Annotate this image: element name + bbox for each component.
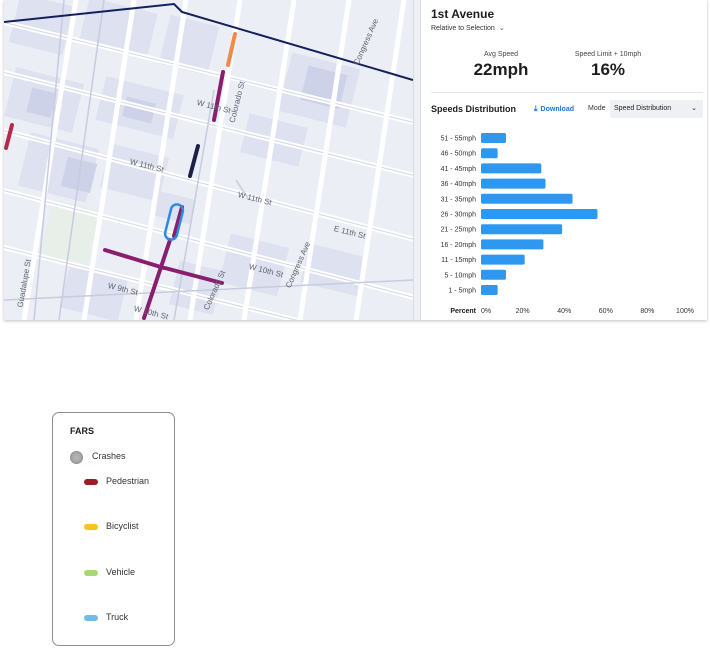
legend-label: Crashes (92, 451, 126, 461)
selected-segment (163, 203, 185, 241)
distribution-title: Speeds Distribution (431, 104, 517, 114)
legend-item-pedestrian[interactable]: Pedestrian (53, 475, 173, 491)
speed-bar[interactable] (481, 178, 546, 189)
pedestrian-swatch (84, 479, 98, 485)
category-label: 41 - 45mph (441, 166, 477, 173)
category-label: 26 - 30mph (441, 212, 477, 219)
category-label: 21 - 25mph (441, 227, 477, 234)
divider (431, 92, 703, 93)
speed-bar[interactable] (481, 133, 506, 143)
download-icon: ⤓ (534, 104, 538, 113)
category-label: 31 - 35mph (441, 196, 477, 203)
x-tick-label: 100% (676, 308, 694, 315)
bicyclist-swatch (84, 524, 98, 530)
mode-dropdown-value: Speed Distribution (614, 105, 672, 112)
speed-bar[interactable] (481, 163, 542, 174)
legend-label: Vehicle (106, 567, 136, 577)
app-window: W 11th St W 11th St W 11th St E 11th St … (4, 0, 707, 320)
legend-item-truck[interactable]: Truck (53, 611, 173, 627)
speed-bar[interactable] (481, 148, 498, 159)
legend-label: Truck (106, 612, 129, 622)
category-label: 11 - 15mph (441, 257, 476, 264)
x-axis-label: Percent (450, 308, 476, 315)
legend-panel: FARS Crashes Pedestrian Bicyclist Vehicl… (52, 412, 175, 646)
stat-value: 22mph (473, 60, 529, 79)
vehicle-swatch (84, 570, 98, 576)
speed-bar[interactable] (481, 285, 498, 295)
stat-label: Speed Limit + 10mph (574, 51, 642, 58)
stat-value: 16% (590, 60, 626, 79)
avg-speed-stat: Avg Speed 22mph (441, 51, 561, 80)
x-tick-label: 20% (516, 308, 530, 315)
x-tick-label: 0% (481, 308, 491, 315)
category-label: 16 - 20mph (441, 242, 477, 249)
stat-label: Avg Speed (483, 51, 519, 58)
category-label: 1 - 5mph (448, 288, 476, 295)
panel-divider[interactable] (413, 0, 421, 320)
chevron-down-icon: ⌄ (691, 105, 697, 112)
speed-bar[interactable] (481, 209, 598, 219)
legend-label: Pedestrian (106, 476, 150, 486)
truck-swatch (84, 615, 98, 621)
speed-bar[interactable] (481, 224, 563, 235)
relative-dropdown-label: Relative to Selection (431, 25, 495, 32)
legend-item-crashes[interactable]: Crashes (53, 450, 173, 466)
legend-item-bicyclist[interactable]: Bicyclist (53, 520, 173, 536)
speed-bar[interactable] (481, 193, 573, 204)
speed-bar[interactable] (481, 254, 525, 265)
category-label: 5 - 10mph (444, 272, 476, 279)
x-tick-label: 40% (557, 308, 571, 315)
legend-item-vehicle[interactable]: Vehicle (53, 566, 173, 582)
legend-title: FARS (70, 426, 95, 436)
details-panel: 1st Avenue Relative to Selection ⌄ Avg Sp… (421, 0, 707, 320)
map-canvas[interactable] (4, 0, 413, 320)
mode-dropdown[interactable]: Speed Distribution ⌄ (610, 100, 703, 118)
category-label: 36 - 40mph (441, 181, 477, 188)
mode-label: Mode (588, 105, 606, 112)
legend-label: Bicyclist (106, 521, 139, 531)
category-label: 46 - 50mph (441, 151, 477, 158)
map-view[interactable]: W 11th St W 11th St W 11th St E 11th St … (4, 0, 413, 320)
x-tick-label: 80% (640, 308, 654, 315)
download-button[interactable]: ⤓ Download (534, 104, 574, 114)
download-label: Download (540, 106, 574, 113)
speed-limit-stat: Speed Limit + 10mph 16% (548, 51, 668, 80)
category-label: 51 - 55mph (441, 136, 477, 143)
speed-distribution-chart: 51 - 55mph 46 - 50mph 41 - 45mph 36 - 40mph… (441, 133, 694, 315)
circle-dot-icon (70, 451, 83, 464)
relative-dropdown[interactable]: Relative to Selection ⌄ (431, 24, 505, 32)
chevron-down-icon: ⌄ (498, 25, 505, 32)
speed-bar[interactable] (481, 239, 544, 250)
panel-title: 1st Avenue (431, 7, 495, 21)
x-tick-label: 60% (599, 308, 613, 315)
speed-bar[interactable] (481, 269, 506, 280)
